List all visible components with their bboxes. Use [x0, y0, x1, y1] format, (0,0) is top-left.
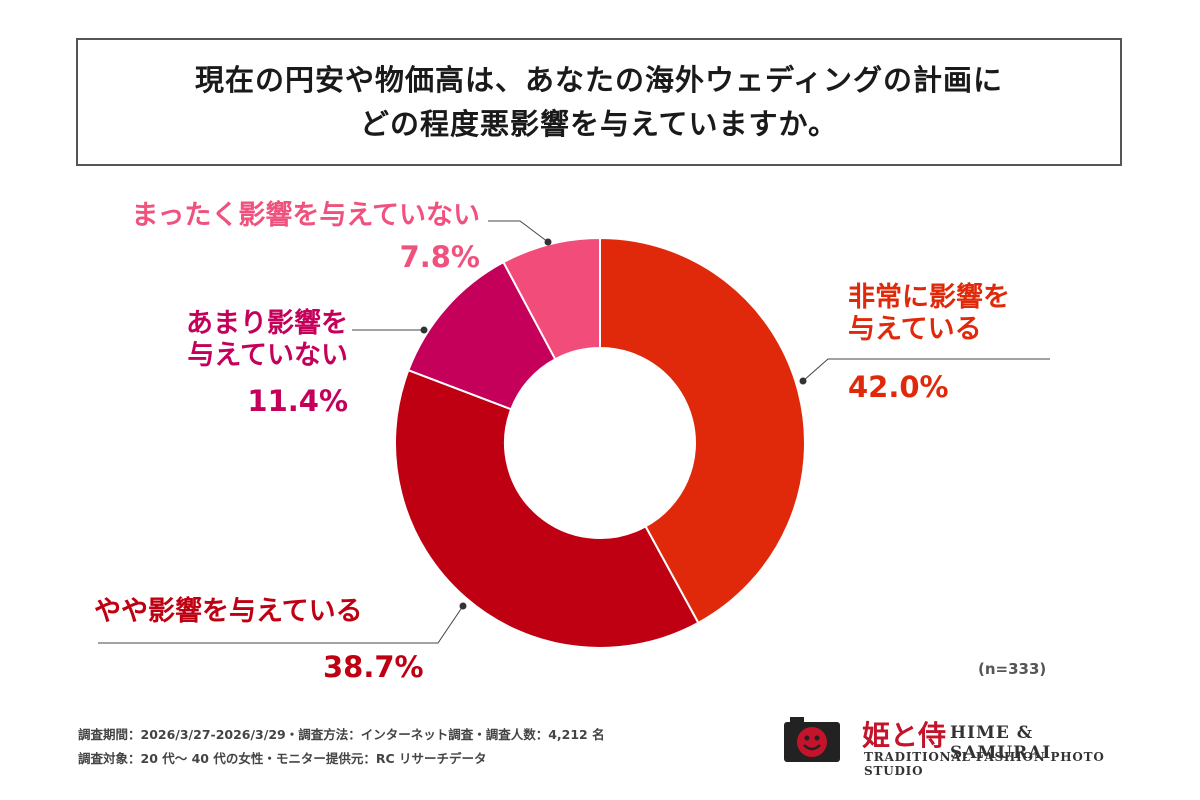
pct-little-impact: 11.4% [247, 384, 348, 418]
leader-no-impact-dot [544, 238, 552, 246]
leader-some-impact [98, 605, 464, 644]
leader-some-impact-dot [459, 602, 467, 610]
label-no-impact: まったく影響を与えていない [131, 200, 480, 231]
label-strong-impact-line2: 与えている [848, 314, 982, 346]
label-little-impact-line1: あまり影響を [186, 308, 348, 339]
label-little-impact: あまり影響を 与えていない [186, 308, 348, 373]
pct-strong-impact: 42.0% [848, 370, 949, 404]
title-line-1: 現在の円安や物価高は、あなたの海外ウェディングの計画に [195, 63, 1003, 97]
camera-icon [784, 717, 840, 762]
label-some-impact: やや影響を与えている [94, 596, 363, 627]
leader-no-impact [488, 220, 549, 243]
title-line-2: どの程度悪影響を与えていますか。 [360, 107, 838, 141]
footer-line-2: 調査対象：20 代〜 40 代の女性・モニター提供元：RC リサーチデータ [78, 751, 487, 766]
logo-kanji: 姫と侍 [862, 719, 947, 752]
slice-some-impact [394, 368, 700, 649]
label-little-impact-line2: 与えていない [187, 340, 348, 372]
brand-logo: 姫と侍 HIME & SAMURAI TRADITIONAL FASHION P… [782, 712, 1132, 778]
footer-line-1: 調査期間：2026/3/27-2026/3/29・調査方法：インターネット調査・… [78, 727, 605, 742]
leader-strong-impact [802, 358, 1050, 382]
label-strong-impact-line1: 非常に影響を [848, 282, 1010, 313]
pct-no-impact: 7.8% [399, 240, 480, 274]
slice-strong-impact [599, 236, 806, 625]
label-strong-impact: 非常に影響を 与えている [848, 282, 1010, 347]
pct-some-impact: 38.7% [323, 650, 424, 684]
sample-size-note: (n=333) [978, 660, 1047, 678]
leader-little-impact-dot [420, 326, 428, 334]
logo-name: HIME & SAMURAI [950, 723, 1052, 763]
logo-subtitle: TRADITIONAL FASHION PHOTO STUDIO [864, 750, 1105, 778]
title-box: 現在の円安や物価高は、あなたの海外ウェディングの計画に どの程度悪影響を与えてい… [76, 38, 1122, 166]
slice-no-impact [502, 236, 601, 361]
leader-strong-impact-dot [799, 377, 807, 385]
